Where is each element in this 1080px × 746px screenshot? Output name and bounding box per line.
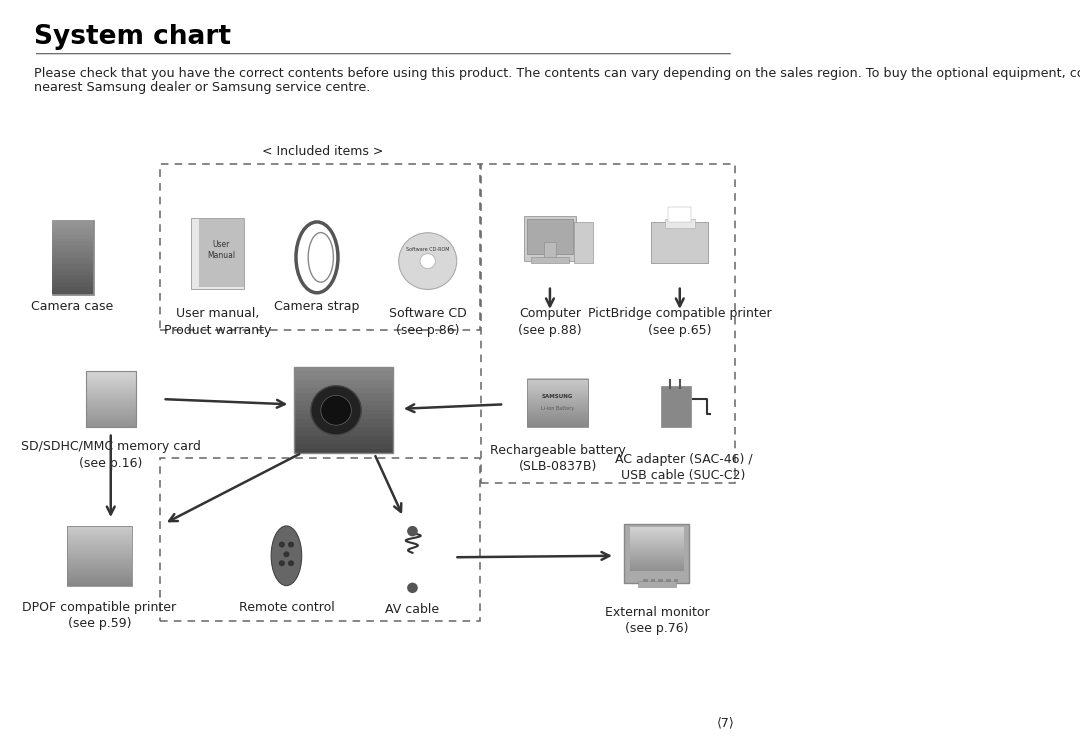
- Circle shape: [407, 526, 418, 536]
- Text: < Included items >: < Included items >: [261, 145, 383, 158]
- Text: DPOF compatible printer
(see p.59): DPOF compatible printer (see p.59): [23, 601, 176, 630]
- Text: Remote control: Remote control: [239, 601, 335, 613]
- Bar: [659, 579, 663, 582]
- Text: Software CD-ROM: Software CD-ROM: [406, 248, 449, 252]
- Bar: [643, 579, 648, 582]
- FancyBboxPatch shape: [52, 220, 94, 295]
- Circle shape: [283, 551, 289, 557]
- Bar: [531, 257, 569, 263]
- Bar: [161, 164, 480, 330]
- Text: System chart: System chart: [33, 24, 231, 50]
- Text: Please check that you have the correct contents before using this product. The c: Please check that you have the correct c…: [33, 67, 1080, 80]
- Circle shape: [407, 583, 418, 593]
- FancyBboxPatch shape: [651, 222, 708, 263]
- Text: AC adapter (SAC-46) /
USB cable (SUC-C2): AC adapter (SAC-46) / USB cable (SUC-C2): [615, 453, 753, 483]
- Text: Camera case: Camera case: [31, 300, 113, 313]
- FancyBboxPatch shape: [191, 219, 244, 289]
- Bar: [638, 581, 676, 587]
- Text: External monitor
(see p.76): External monitor (see p.76): [605, 606, 710, 636]
- Text: SAMSUNG: SAMSUNG: [542, 395, 573, 399]
- Circle shape: [279, 542, 285, 548]
- Bar: [161, 458, 480, 621]
- Text: Rechargeable battery
(SLB-0837B): Rechargeable battery (SLB-0837B): [489, 444, 625, 474]
- Bar: [482, 164, 734, 483]
- FancyBboxPatch shape: [661, 386, 691, 427]
- Text: User
Manual: User Manual: [207, 240, 235, 260]
- Ellipse shape: [271, 526, 301, 586]
- Text: AV cable: AV cable: [386, 603, 440, 615]
- FancyBboxPatch shape: [524, 216, 576, 261]
- Text: Computer
(see p.88): Computer (see p.88): [518, 307, 582, 337]
- Text: User manual,
Product warranty: User manual, Product warranty: [164, 307, 271, 337]
- Text: Software CD
(see p.86): Software CD (see p.86): [389, 307, 467, 337]
- Bar: [575, 222, 594, 263]
- Circle shape: [420, 254, 435, 269]
- Text: ⟨7⟩: ⟨7⟩: [717, 717, 734, 730]
- Bar: [674, 579, 678, 582]
- Bar: [651, 579, 656, 582]
- Circle shape: [279, 560, 285, 566]
- Circle shape: [321, 395, 351, 425]
- Text: PictBridge compatible printer
(see p.65): PictBridge compatible printer (see p.65): [588, 307, 771, 337]
- Bar: [664, 219, 696, 228]
- Text: Li-ion Battery: Li-ion Battery: [541, 407, 575, 411]
- Circle shape: [288, 560, 294, 566]
- FancyBboxPatch shape: [527, 219, 572, 254]
- Bar: [544, 242, 556, 261]
- Text: nearest Samsung dealer or Samsung service centre.: nearest Samsung dealer or Samsung servic…: [33, 81, 370, 93]
- Bar: [669, 207, 691, 222]
- Circle shape: [288, 542, 294, 548]
- Text: SD/SDHC/MMC memory card
(see p.16): SD/SDHC/MMC memory card (see p.16): [21, 440, 201, 470]
- Text: Camera strap: Camera strap: [274, 300, 360, 313]
- Bar: [666, 579, 671, 582]
- Circle shape: [311, 386, 362, 435]
- Circle shape: [399, 233, 457, 289]
- FancyBboxPatch shape: [624, 524, 689, 583]
